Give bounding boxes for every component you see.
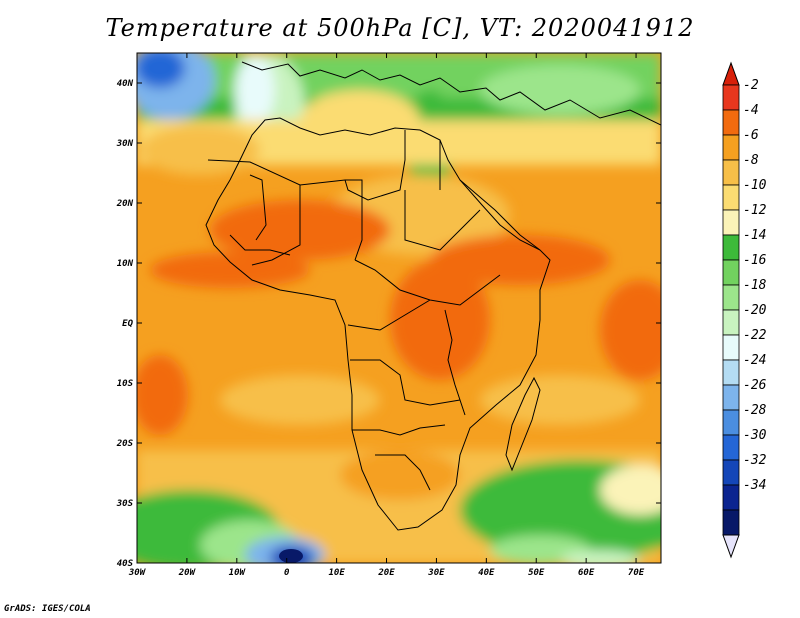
lat-tick-label: 10N: [117, 259, 134, 269]
colorbar-swatch: [722, 159, 740, 186]
colorbar-label: -22: [743, 328, 767, 343]
colorbar-label: -30: [743, 428, 767, 443]
colorbar-swatch: [722, 284, 740, 311]
colorbar-label: -14: [743, 228, 766, 243]
colorbar-label: -6: [743, 128, 759, 143]
lat-tick-label: 20S: [116, 439, 134, 449]
plot-frame: [136, 52, 662, 564]
colorbar-label: -20: [743, 303, 767, 318]
colorbar-label: -32: [743, 453, 767, 468]
lon-tick-label: 30E: [427, 568, 445, 578]
colorbar-swatch: [722, 484, 740, 511]
lon-tick-label: 10E: [328, 568, 345, 578]
colorbar-label: -18: [743, 278, 767, 293]
lat-tick-label: EQ: [122, 319, 133, 329]
map-title: Temperature at 500hPa [C], VT: 202004191…: [105, 14, 695, 42]
colorbar-bottom-arrow: [722, 534, 740, 559]
temperature-field: [137, 53, 661, 563]
lat-tick-label: 10S: [117, 379, 134, 389]
lon-tick-label: 60E: [578, 568, 595, 578]
colorbar-swatch: [722, 384, 740, 411]
lon-tick-label: 20W: [178, 568, 197, 578]
colorbar-swatch: [722, 84, 740, 111]
lon-tick-label: 40E: [478, 568, 495, 578]
lon-tick-label: 30W: [128, 568, 147, 578]
lat-tick-label: 20N: [116, 199, 134, 209]
colorbar-swatch: [722, 434, 740, 461]
longitude-axis: 30W 20W 10W 0 10E 20E 30E 40E 50E 60E 70E: [128, 53, 645, 578]
colorbar-top-arrow: [722, 61, 740, 86]
colorbar-swatch: [722, 109, 740, 136]
colorbar-label: -4: [743, 103, 759, 118]
colorbar-label: -16: [743, 253, 767, 268]
colorbar-swatch: [722, 409, 740, 436]
colorbar-swatch: [722, 459, 740, 486]
grads-credit: GrADS: IGES/COLA: [4, 604, 91, 614]
latitude-axis: 40N 30N 20N 10N EQ 10S 20S 30S 40S: [116, 79, 661, 569]
colorbar-label: -10: [743, 178, 767, 193]
lon-tick-label: 50E: [528, 568, 545, 578]
colorbar-swatch: [722, 359, 740, 386]
colorbar-swatch: [722, 259, 740, 286]
lon-tick-label: 10W: [229, 568, 247, 578]
lat-tick-label: 40S: [117, 559, 134, 569]
coastlines: [205, 61, 661, 531]
lon-tick-label: 20E: [377, 568, 395, 578]
lon-tick-label: 0: [284, 568, 290, 578]
colorbar-label: -34: [743, 478, 766, 493]
colorbar-label: -2: [743, 78, 759, 93]
colorbar: -2 -4 -6 -8 -10 -12 -14 -16 -18 -20 -22 -24 -26 -28 -3…: [722, 61, 767, 559]
colorbar-label: -12: [743, 203, 767, 218]
colorbar-swatch: [722, 509, 740, 536]
lat-tick-label: 40N: [117, 79, 134, 89]
colorbar-swatch: [722, 184, 740, 211]
colorbar-label: -28: [743, 403, 767, 418]
colorbar-swatch: [722, 234, 740, 261]
lat-tick-label: 30S: [116, 499, 134, 509]
lon-tick-label: 70E: [628, 568, 645, 578]
colorbar-label: -8: [743, 153, 759, 168]
colorbar-swatch: [722, 209, 740, 236]
colorbar-swatch: [722, 309, 740, 336]
colorbar-label: -26: [743, 378, 767, 393]
colorbar-swatch: [722, 134, 740, 161]
colorbar-swatch: [722, 334, 740, 361]
colorbar-label: -24: [743, 353, 766, 368]
lat-tick-label: 30N: [116, 139, 134, 149]
